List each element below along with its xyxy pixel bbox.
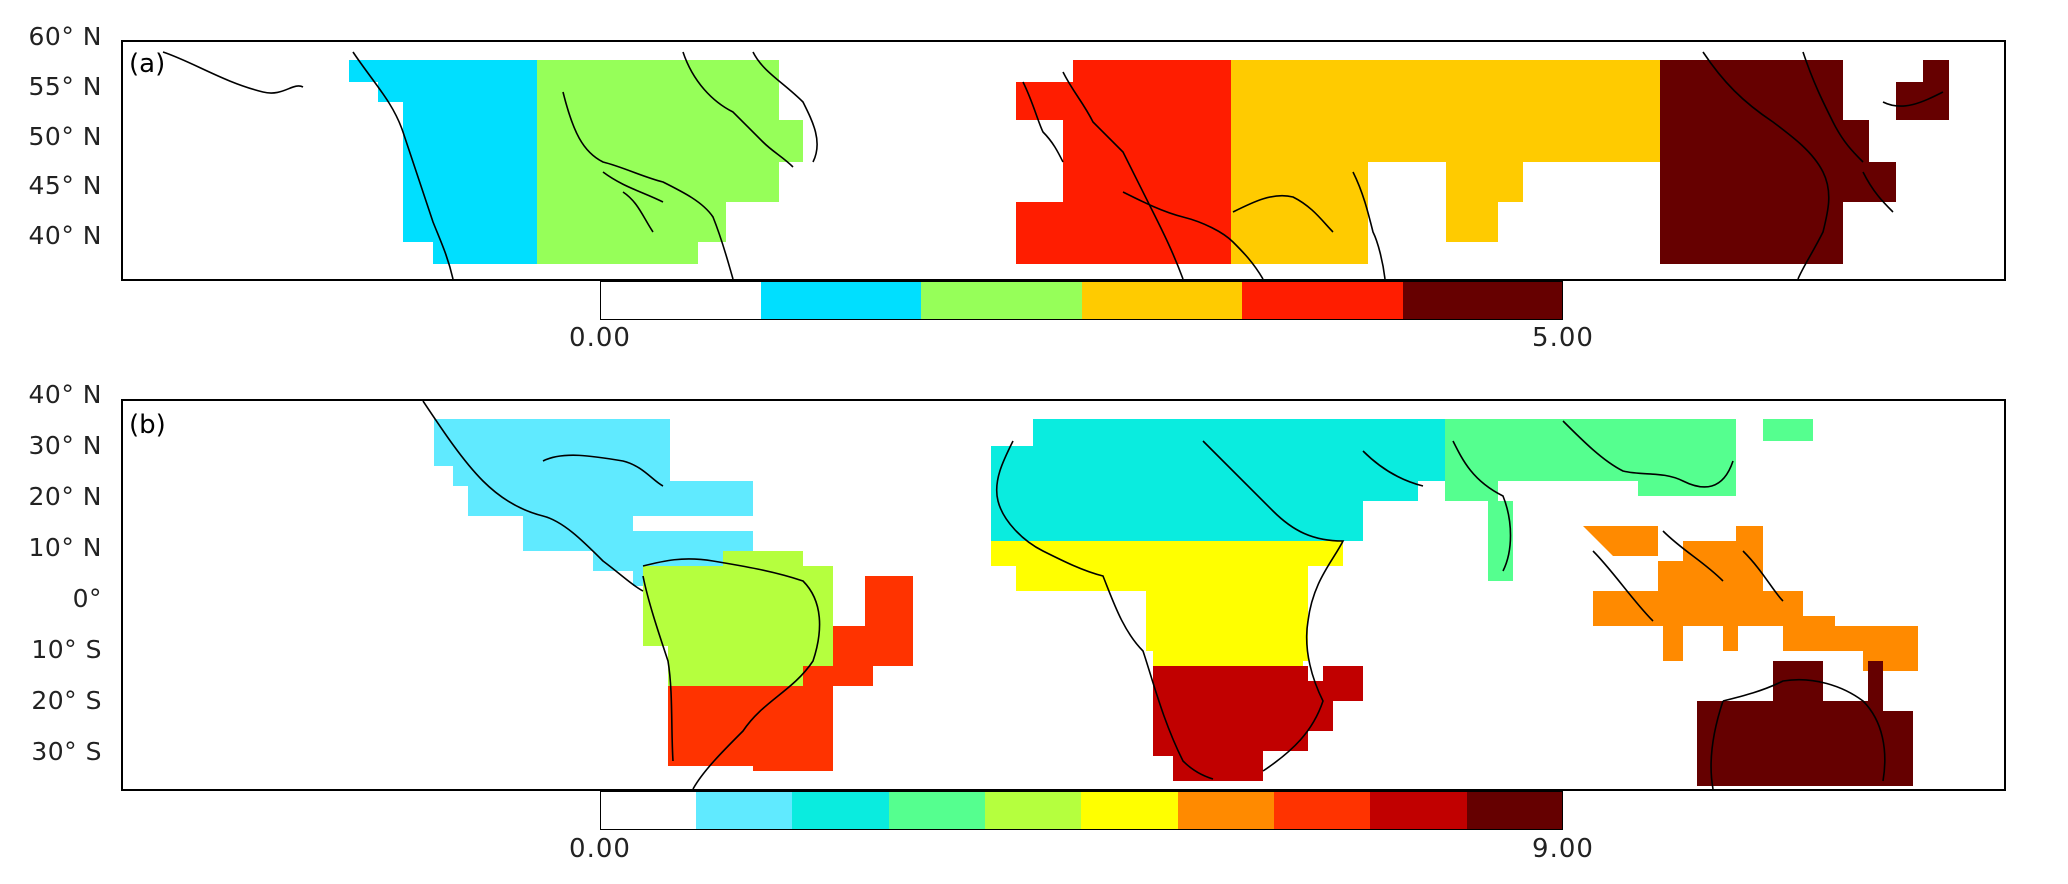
colorbar-a-seg-1 — [761, 281, 921, 320]
region-southern-africa — [1153, 666, 1363, 781]
map-canvas-a: (a) — [129, 49, 1949, 279]
coastlines-a — [162, 51, 1944, 279]
colorbar-a-seg-0 — [600, 281, 761, 320]
colorbar-a-seg-4 — [1242, 281, 1403, 320]
colorbar-b-seg-0 — [600, 791, 696, 830]
lat-label-50n: 50° N — [28, 122, 102, 151]
region-western-europe — [1016, 60, 1231, 264]
lat-label-40n-b: 40° N — [28, 380, 102, 409]
lat-label-55n: 55° N — [28, 72, 102, 101]
lat-label-equator: 0° — [72, 584, 102, 613]
lat-label-60n: 60° N — [28, 22, 102, 51]
lat-label-45n: 45° N — [28, 171, 102, 200]
region-south-asia-japan — [1763, 419, 1813, 441]
colorbar-b-seg-7 — [1274, 791, 1370, 830]
region-australia — [1697, 661, 1913, 786]
region-central-africa — [991, 541, 1343, 666]
panel-b-label: (b) — [129, 410, 166, 440]
region-southern-south-america — [668, 576, 913, 771]
map-canvas-b: (b) — [129, 401, 1918, 789]
colorbar-b-seg-8 — [1370, 791, 1467, 830]
colorbar-a-seg-5 — [1403, 281, 1563, 320]
region-east-asia — [1660, 60, 1896, 264]
colorbar-a-min-label: 0.00 — [569, 323, 631, 353]
region-central-asia — [1231, 60, 1660, 264]
colorbar-b-seg-4 — [985, 791, 1081, 830]
colorbar-b-seg-2 — [792, 791, 889, 830]
colorbar-b — [600, 791, 1563, 830]
lat-label-30s: 30° S — [31, 737, 102, 766]
region-south-asia — [1445, 419, 1736, 586]
colorbar-b-seg-1 — [696, 791, 792, 830]
region-western-north-america — [349, 60, 537, 264]
region-northern-south-america — [643, 551, 833, 686]
colorbar-b-seg-9 — [1467, 791, 1563, 830]
region-southeast-asia-east — [1783, 626, 1918, 671]
map-panel-a: (a) — [121, 40, 2006, 281]
region-central-america — [434, 419, 753, 586]
panel-a-label: (a) — [129, 49, 165, 79]
colorbar-b-min-label: 0.00 — [569, 834, 631, 864]
colorbar-a-frame — [600, 281, 1563, 320]
colorbar-b-frame — [600, 791, 1563, 830]
colorbar-b-seg-5 — [1081, 791, 1178, 830]
region-southeast-asia — [1583, 526, 1835, 661]
map-panel-b: (b) — [121, 399, 2006, 791]
lat-label-30n: 30° N — [28, 431, 102, 460]
colorbar-a-max-label: 5.00 — [1532, 323, 1594, 353]
lat-label-20s: 20° S — [31, 686, 102, 715]
colorbar-a-seg-2 — [921, 281, 1082, 320]
lat-label-10s: 10° S — [31, 635, 102, 664]
colorbar-b-seg-3 — [889, 791, 985, 830]
colorbar-b-max-label: 9.00 — [1532, 834, 1594, 864]
lat-label-40n: 40° N — [28, 221, 102, 250]
region-north-africa-middle-east — [991, 419, 1445, 541]
coastlines-b — [422, 401, 1886, 789]
colorbar-b-seg-6 — [1178, 791, 1274, 830]
colorbar-a-seg-3 — [1082, 281, 1242, 320]
region-east-asia-japan — [1896, 60, 1949, 120]
lat-label-10n: 10° N — [28, 533, 102, 562]
lat-label-20n: 20° N — [28, 482, 102, 511]
region-eastern-north-america — [537, 60, 803, 264]
colorbar-a — [600, 281, 1563, 320]
